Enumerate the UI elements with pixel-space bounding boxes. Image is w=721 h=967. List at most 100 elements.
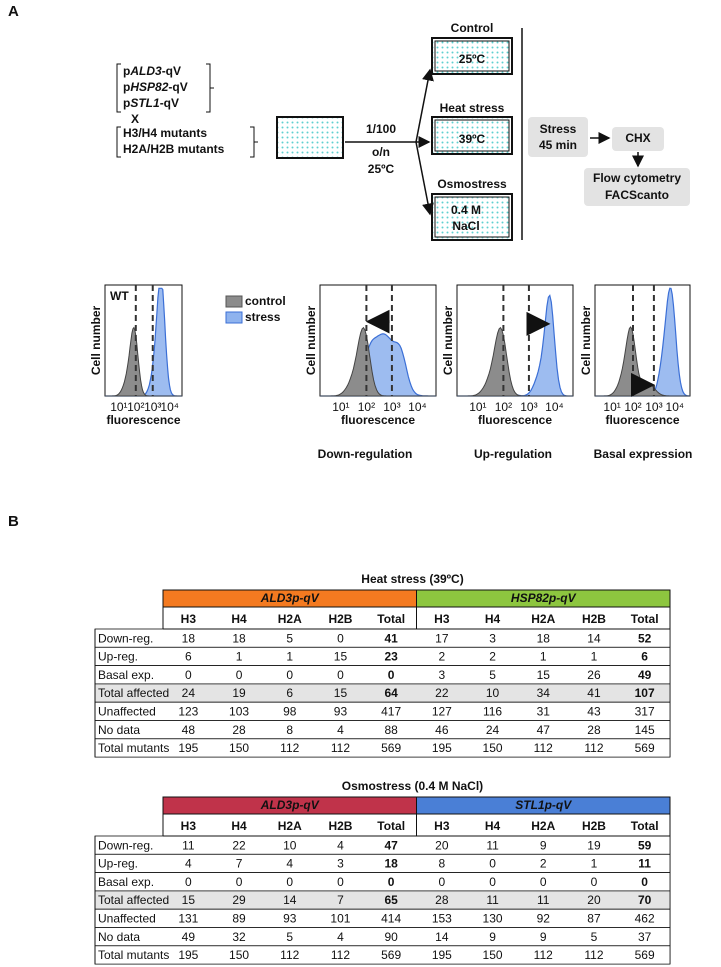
cell: 18 <box>232 631 246 645</box>
cell: 31 <box>537 705 551 719</box>
x-axis-label: fluorescence <box>605 413 679 427</box>
cell: 3 <box>489 631 496 645</box>
cell: 150 <box>483 741 503 755</box>
cell: 49 <box>182 930 196 944</box>
cell: 112 <box>534 948 553 962</box>
cell: 17 <box>435 631 449 645</box>
row-label: Down-reg. <box>98 631 153 645</box>
column-header: H3 <box>181 819 197 833</box>
bracket <box>116 126 258 158</box>
cell: 107 <box>635 686 655 700</box>
x-tick-label: 10³ <box>144 400 161 414</box>
cell: 0 <box>185 875 192 889</box>
cell: 14 <box>587 631 601 645</box>
cell: 11 <box>537 893 550 907</box>
cell: 23 <box>384 650 398 664</box>
cell: 28 <box>435 893 449 907</box>
cell: 0 <box>185 668 192 682</box>
group-label: STL1p-qV <box>515 798 572 812</box>
group-label: ALD3p-qV <box>260 591 320 605</box>
y-axis-label: Cell number <box>304 306 318 376</box>
cell: 43 <box>587 705 601 719</box>
condition-label: Heat stress <box>440 101 505 115</box>
step: Flow cytometry <box>593 171 681 185</box>
cell: 9 <box>540 838 547 852</box>
cell: 8 <box>286 723 293 737</box>
cell: 569 <box>635 948 655 962</box>
x-axis-label: fluorescence <box>478 413 552 427</box>
column-header: H2B <box>582 612 606 626</box>
cell: 41 <box>384 631 398 645</box>
cell: 569 <box>381 948 401 962</box>
cell: 414 <box>381 912 401 926</box>
cell: 103 <box>229 705 249 719</box>
cross: X <box>131 112 139 126</box>
cell: 0 <box>439 875 446 889</box>
cell: 123 <box>178 705 198 719</box>
column-header: H2B <box>328 612 352 626</box>
cell: 89 <box>232 912 246 926</box>
cell: 7 <box>236 857 243 871</box>
cell: 112 <box>584 948 603 962</box>
row-label: Total affected <box>98 686 169 700</box>
cell: 112 <box>280 741 299 755</box>
cell: 93 <box>334 705 348 719</box>
column-header: Total <box>377 612 405 626</box>
cell: 22 <box>435 686 449 700</box>
cell: 15 <box>334 650 348 664</box>
x-axis-label: fluorescence <box>341 413 415 427</box>
x-axis-label: fluorescence <box>106 413 180 427</box>
bracket <box>116 63 214 113</box>
cell: 9 <box>489 930 496 944</box>
cell: 5 <box>591 930 598 944</box>
cell: 0 <box>236 668 243 682</box>
cell: 112 <box>280 948 299 962</box>
cell: 15 <box>537 668 551 682</box>
cell: 0 <box>337 668 344 682</box>
cell: 46 <box>435 723 449 737</box>
row-label: Up-reg. <box>98 857 138 871</box>
cell: 195 <box>178 741 198 755</box>
step-box <box>528 117 588 157</box>
column-header: Total <box>631 819 659 833</box>
caption: Down-regulation <box>318 447 413 461</box>
cell: 10 <box>283 838 297 852</box>
cell: 150 <box>229 741 249 755</box>
control-histogram <box>320 326 436 397</box>
plate <box>276 116 344 159</box>
column-header: H2B <box>582 819 606 833</box>
cell: 4 <box>337 838 344 852</box>
x-tick-label: 10⁴ <box>160 400 179 414</box>
x-tick-label: 10⁴ <box>545 400 564 414</box>
step-box <box>612 127 664 151</box>
cell: 15 <box>334 686 348 700</box>
panel-label: B <box>8 513 19 530</box>
cell: 153 <box>432 912 452 926</box>
cell: 195 <box>432 741 452 755</box>
cell: 11 <box>638 857 651 871</box>
cell: 0 <box>286 875 293 889</box>
cell: 6 <box>286 686 293 700</box>
x-tick-label: 10¹ <box>332 400 349 414</box>
cell: 0 <box>236 875 243 889</box>
x-tick-label: 10³ <box>383 400 400 414</box>
x-tick-label: 10¹ <box>110 400 127 414</box>
cell: 1 <box>591 650 598 664</box>
cell: 52 <box>638 631 652 645</box>
cell: 48 <box>182 723 196 737</box>
cell: 98 <box>283 705 297 719</box>
x-tick-label: 10¹ <box>603 400 620 414</box>
cell: 0 <box>337 875 344 889</box>
cell: 14 <box>435 930 449 944</box>
cell: 18 <box>384 857 398 871</box>
step: CHX <box>625 131 650 145</box>
cell: 0 <box>641 875 648 889</box>
plate <box>431 116 513 155</box>
cell: 0 <box>388 875 395 889</box>
column-header: H2A <box>531 612 555 626</box>
dilution: 1/100 <box>366 122 396 136</box>
y-axis-label: Cell number <box>441 306 455 376</box>
wt-label: WT <box>110 289 129 303</box>
row-label: Unaffected <box>98 705 156 719</box>
